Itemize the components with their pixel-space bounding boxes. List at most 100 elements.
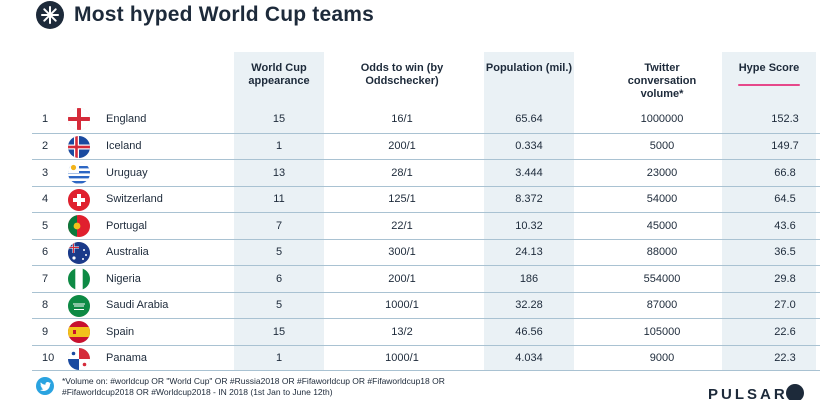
hype-score-cell: 27.0 — [774, 299, 796, 312]
twitter-volume-cell: 23000 — [646, 166, 678, 179]
population-cell: 186 — [519, 272, 539, 285]
team-name: England — [106, 113, 147, 126]
team-name: Nigeria — [106, 272, 141, 285]
table-row: 5 Portugal 7 22/1 10.32 45000 43.6 — [32, 212, 820, 239]
appearance-cell: 6 — [275, 272, 283, 285]
population-cell: 32.28 — [515, 299, 543, 312]
rank-cell: 8 — [42, 299, 49, 312]
table-row: 2 Iceland 1 200/1 0.334 5000 149.7 — [32, 132, 820, 160]
population-cell: 65.64 — [515, 113, 543, 126]
odds-cell: 22/1 — [391, 219, 413, 232]
panama-flag-icon — [68, 347, 90, 370]
column-bg-hype — [722, 52, 816, 370]
table-body: 1 England 15 16/1 65.64 1000000 152.3 2 Iceland 1… — [32, 106, 820, 371]
rank-cell: 5 — [42, 219, 49, 232]
rank-cell: 2 — [42, 140, 49, 153]
twitter-volume-cell: 45000 — [646, 219, 678, 232]
odds-cell: 16/1 — [391, 113, 413, 126]
iceland-flag-icon — [68, 135, 90, 158]
hype-score-cell: 22.3 — [774, 351, 796, 364]
rank-cell: 4 — [42, 193, 49, 206]
brand-wordmark: PULSAR — [708, 386, 788, 400]
twitter-volume-cell: 105000 — [643, 325, 681, 338]
header: Most hyped World Cup teams — [36, 0, 374, 30]
team-name: Australia — [106, 246, 149, 259]
header-appearance: World Cup appearance — [248, 62, 310, 87]
twitter-volume-cell: 88000 — [646, 246, 678, 259]
twitter-volume-cell: 87000 — [646, 299, 678, 312]
team-name: Saudi Arabia — [106, 299, 169, 312]
rank-cell: 7 — [42, 272, 49, 285]
appearance-cell: 1 — [275, 140, 283, 153]
population-cell: 8.372 — [515, 193, 543, 206]
appearance-cell: 15 — [272, 325, 286, 338]
table-row: 1 England 15 16/1 65.64 1000000 152.3 — [32, 106, 820, 133]
appearance-cell: 1 — [275, 351, 283, 364]
odds-cell: 1000/1 — [385, 299, 419, 312]
team-name: Iceland — [106, 140, 142, 153]
hype-score-cell: 22.6 — [774, 325, 796, 338]
hype-score-cell: 64.5 — [774, 193, 796, 206]
odds-cell: 1000/1 — [385, 351, 419, 364]
hype-score-cell: 43.6 — [774, 219, 796, 232]
table-row: 10 Panama 1 1000/1 4.034 9000 22.3 — [32, 344, 820, 371]
twitter-volume-cell: 1000000 — [640, 113, 684, 126]
england-flag-icon — [68, 108, 90, 130]
odds-cell: 200/1 — [388, 272, 416, 285]
twitter-volume-cell: 554000 — [643, 272, 681, 285]
twitter-volume-cell: 9000 — [649, 351, 675, 364]
population-cell: 46.56 — [515, 325, 543, 338]
twitter-volume-cell: 54000 — [646, 193, 678, 206]
rank-cell: 6 — [42, 246, 49, 259]
appearance-cell: 7 — [275, 219, 283, 232]
header-twitter: Twitter conversation volume* — [627, 62, 697, 100]
team-name: Uruguay — [106, 166, 148, 179]
portugal-flag-icon — [68, 215, 90, 237]
spain-flag-icon — [68, 321, 90, 343]
team-name: Spain — [106, 325, 135, 338]
footnote: *Volume on: #worldcup OR "World Cup" OR … — [62, 376, 445, 397]
rank-cell: 10 — [42, 351, 55, 364]
header-hype: Hype Score — [738, 62, 800, 74]
team-name: Portugal — [106, 219, 147, 232]
table-row: 8 Saudi Arabia 5 1000/1 32.28 87000 27.0 — [32, 291, 820, 319]
appearance-cell: 13 — [272, 166, 286, 179]
odds-cell: 28/1 — [391, 166, 413, 179]
column-bg-appearance — [234, 52, 324, 370]
appearance-cell: 15 — [272, 113, 286, 126]
brand-logo-icon — [36, 1, 64, 29]
hype-score-cell: 152.3 — [771, 113, 799, 126]
hype-score-cell: 36.5 — [774, 246, 796, 259]
appearance-cell: 11 — [273, 193, 285, 206]
footer: *Volume on: #worldcup OR "World Cup" OR … — [36, 376, 482, 398]
switzerland-flag-icon — [68, 188, 90, 211]
population-cell: 3.444 — [515, 166, 543, 179]
uruguay-flag-icon — [68, 162, 90, 184]
column-bg-population — [484, 52, 574, 370]
hype-score-cell: 149.7 — [771, 140, 799, 153]
rank-cell: 3 — [42, 166, 49, 179]
team-name: Switzerland — [106, 193, 163, 206]
brand-mark-icon — [786, 384, 804, 400]
table-row: 7 Nigeria 6 200/1 186 554000 29.8 — [32, 265, 820, 292]
odds-cell: 300/1 — [388, 246, 416, 259]
odds-cell: 13/2 — [391, 325, 413, 338]
rank-cell: 1 — [42, 113, 49, 126]
table-row: 9 Spain 15 13/2 46.56 105000 22.6 — [32, 318, 820, 345]
twitter-icon — [36, 377, 54, 395]
table-row: 3 Uruguay 13 28/1 3.444 23000 66.8 — [32, 159, 820, 186]
table-row: 6 Australia 5 300/1 24.13 88000 36.5 — [32, 238, 820, 266]
population-cell: 4.034 — [515, 351, 543, 364]
population-cell: 24.13 — [515, 246, 543, 259]
table-row: 4 Switzerland 11 125/1 8.372 54000 64.5 — [32, 185, 820, 213]
hype-underline — [738, 84, 800, 86]
appearance-cell: 5 — [275, 299, 283, 312]
odds-cell: 125/1 — [388, 193, 416, 206]
odds-cell: 200/1 — [388, 140, 416, 153]
appearance-cell: 5 — [275, 246, 283, 259]
header-population: Population (mil.) — [485, 62, 573, 74]
rank-cell: 9 — [42, 325, 49, 338]
twitter-volume-cell: 5000 — [649, 140, 675, 153]
hype-score-cell: 66.8 — [774, 166, 796, 179]
population-cell: 0.334 — [515, 140, 543, 153]
